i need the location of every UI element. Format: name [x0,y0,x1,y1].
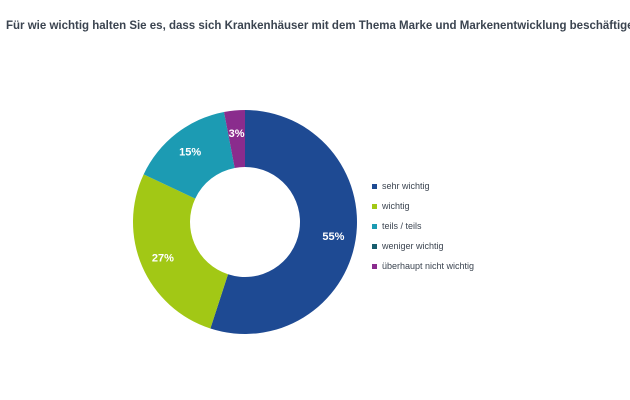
slice-label-2: 15% [179,146,201,158]
slices-group [132,110,357,334]
legend-label: überhaupt nicht wichtig [382,261,475,271]
legend-item: sehr wichtig [372,176,474,196]
legend-label: sehr wichtig [382,181,430,191]
legend-swatch [372,263,377,269]
chart-title: Für wie wichtig halten Sie es, dass sich… [6,20,630,32]
chart-legend: sehr wichtig wichtig teils / teils weniger … [372,176,474,276]
slice-label-1: 27% [152,253,174,265]
legend-label: wichtig [382,201,410,211]
donut-slice-0 [210,110,357,334]
slice-label-4: 3% [229,128,245,140]
legend-item: wichtig [372,196,474,216]
legend-swatch [372,223,377,229]
legend-label: teils / teils [382,221,422,231]
donut-slice-4 [224,110,245,168]
donut-slice-2 [143,111,235,199]
legend-swatch [372,243,377,249]
legend-swatch [372,203,377,209]
legend-label: weniger wichtig [382,241,444,251]
donut-slice-1 [132,174,229,329]
legend-item: weniger wichtig [372,236,474,256]
slice-label-0: 55% [322,231,344,243]
legend-item: teils / teils [372,216,474,236]
legend-swatch [372,183,377,189]
legend-item: überhaupt nicht wichtig [372,256,474,276]
labels-group: 55% 27% 15% 3% [152,128,345,265]
